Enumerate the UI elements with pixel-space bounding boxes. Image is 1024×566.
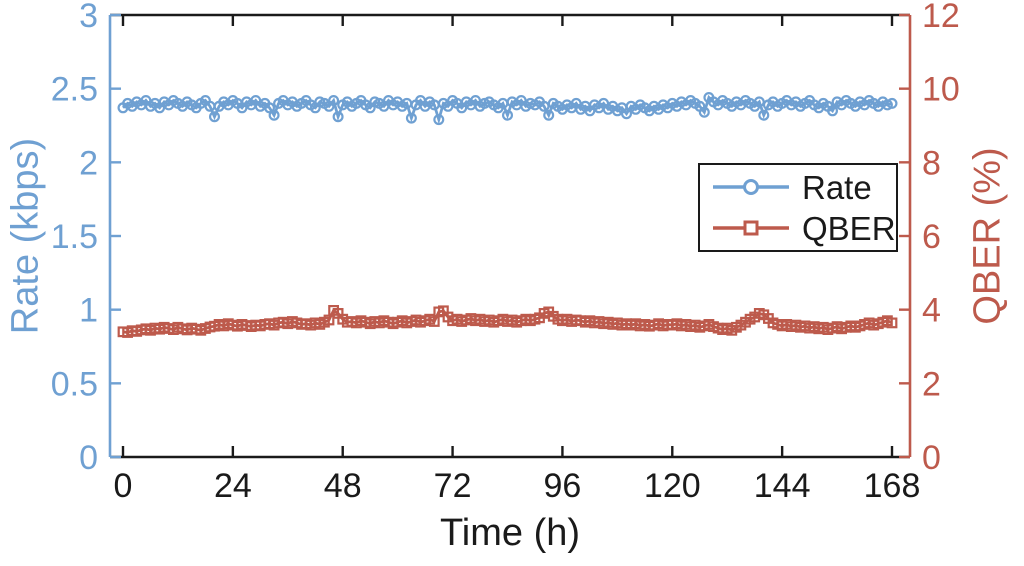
svg-text:4: 4 xyxy=(922,292,941,330)
svg-text:96: 96 xyxy=(544,467,582,505)
left-axis-ticks: 0 0.5 1 1.5 2 2.5 3 xyxy=(51,0,121,477)
legend: Rate QBER xyxy=(698,163,898,252)
svg-text:0.5: 0.5 xyxy=(51,365,98,403)
legend-rate-label: Rate xyxy=(802,168,872,206)
svg-text:10: 10 xyxy=(922,71,960,109)
rate-series xyxy=(117,91,898,126)
svg-text:48: 48 xyxy=(324,467,362,505)
x-axis-ticks: 0 24 48 72 96 120 144 168 xyxy=(114,15,921,505)
svg-text:72: 72 xyxy=(434,467,472,505)
svg-text:8: 8 xyxy=(922,144,941,182)
legend-qber-sample xyxy=(713,220,789,236)
svg-text:0: 0 xyxy=(114,467,133,505)
svg-text:0: 0 xyxy=(922,439,941,477)
legend-row-qber: QBER xyxy=(700,209,896,247)
svg-text:0: 0 xyxy=(79,439,98,477)
svg-text:2: 2 xyxy=(79,144,98,182)
svg-text:1: 1 xyxy=(79,292,98,330)
legend-rate-marker-icon xyxy=(743,179,759,195)
svg-text:144: 144 xyxy=(754,467,811,505)
svg-text:12: 12 xyxy=(922,0,960,35)
svg-text:2: 2 xyxy=(922,365,941,403)
svg-text:6: 6 xyxy=(922,218,941,256)
legend-qber-marker-icon xyxy=(743,220,759,236)
legend-row-rate: Rate xyxy=(700,168,896,206)
svg-text:2.5: 2.5 xyxy=(51,71,98,109)
svg-text:3: 3 xyxy=(79,0,98,35)
svg-text:24: 24 xyxy=(214,467,252,505)
svg-text:168: 168 xyxy=(864,467,921,505)
qber-series xyxy=(117,305,898,338)
legend-rate-sample xyxy=(713,179,789,195)
legend-qber-label: QBER xyxy=(802,209,896,247)
svg-text:120: 120 xyxy=(644,467,701,505)
right-axis-ticks: 0 2 4 6 8 10 12 xyxy=(899,0,960,477)
svg-text:1.5: 1.5 xyxy=(51,218,98,256)
